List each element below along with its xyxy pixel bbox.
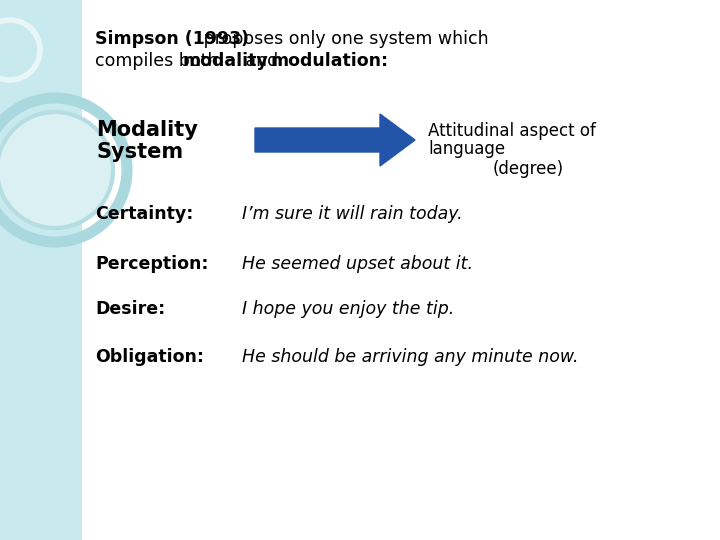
Bar xyxy=(0,0,82,540)
Text: and: and xyxy=(240,52,284,70)
Text: Certainty:: Certainty: xyxy=(95,205,194,223)
Text: Perception:: Perception: xyxy=(95,255,209,273)
Text: Simpson (1993): Simpson (1993) xyxy=(95,30,249,48)
Text: System: System xyxy=(96,142,183,162)
Text: compiles both: compiles both xyxy=(95,52,224,70)
Text: I’m sure it will rain today.: I’m sure it will rain today. xyxy=(242,205,463,223)
FancyArrow shape xyxy=(255,114,415,166)
Text: Modality: Modality xyxy=(96,120,198,140)
Text: proposes only one system which: proposes only one system which xyxy=(198,30,489,48)
Text: I hope you enjoy the tip.: I hope you enjoy the tip. xyxy=(242,300,454,318)
Text: He should be arriving any minute now.: He should be arriving any minute now. xyxy=(242,348,578,366)
Text: He seemed upset about it.: He seemed upset about it. xyxy=(242,255,473,273)
Text: language: language xyxy=(428,140,505,158)
Text: Attitudinal aspect of: Attitudinal aspect of xyxy=(428,122,596,140)
Text: (degree): (degree) xyxy=(493,160,564,178)
Text: modulation:: modulation: xyxy=(270,52,388,70)
Text: Obligation:: Obligation: xyxy=(95,348,204,366)
Text: Desire:: Desire: xyxy=(95,300,166,318)
Text: modality: modality xyxy=(183,52,269,70)
Circle shape xyxy=(0,112,113,228)
